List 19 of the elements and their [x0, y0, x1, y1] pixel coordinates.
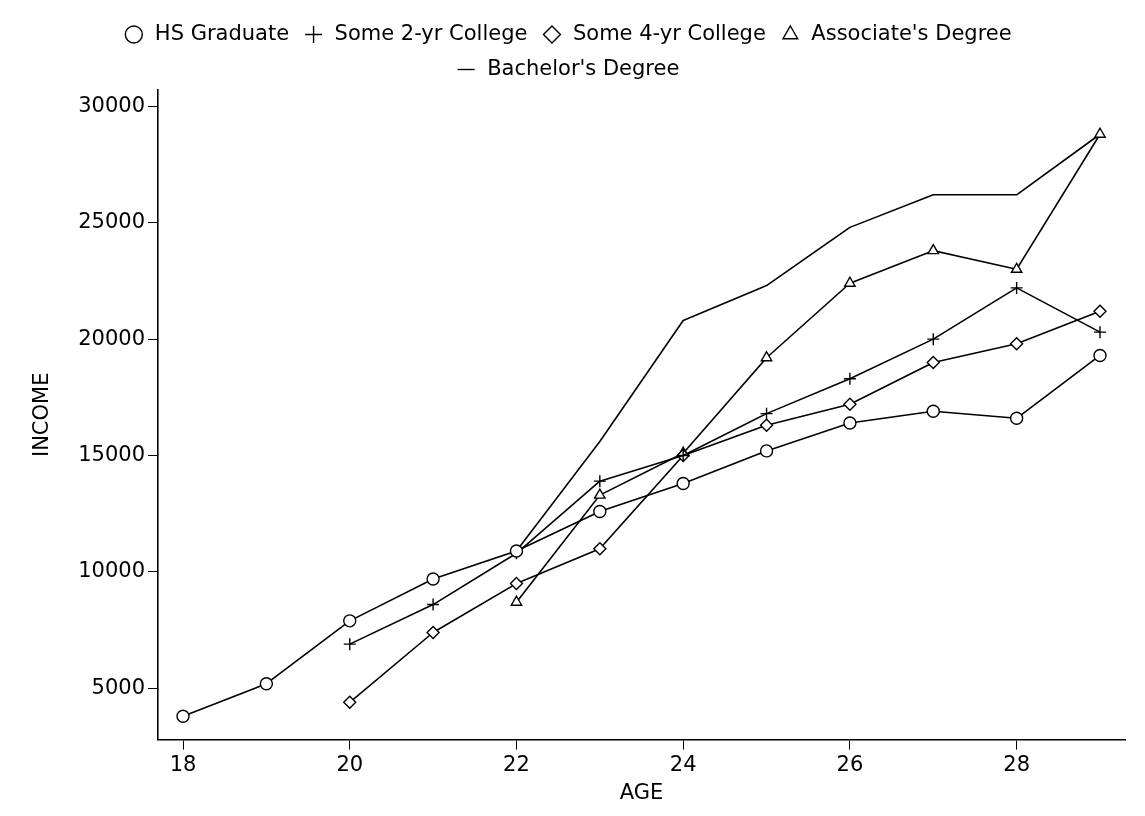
x-tick-label: 18 [169, 751, 197, 776]
x-tick-label: 26 [836, 751, 864, 776]
y-tick-label: 5000 [91, 674, 145, 699]
x-tick-label: 20 [336, 751, 364, 776]
y-tick-label: 25000 [78, 209, 145, 234]
x-tick-label: 28 [1003, 751, 1030, 776]
x-tick-label: 22 [503, 751, 530, 776]
y-tick-label: 15000 [78, 442, 145, 466]
legend-label: HS Graduate [154, 20, 290, 45]
legend-label: Some 2-yr College [334, 20, 528, 45]
y-tick-label: 20000 [78, 325, 145, 350]
x-tick-label: 24 [669, 751, 697, 776]
y-axis-title: INCOME [29, 372, 54, 458]
legend-label: Associate's Degree [811, 20, 1012, 45]
legend-label: Bachelor's Degree [487, 55, 680, 80]
x-axis-title: AGE [619, 779, 664, 804]
y-tick-label: 10000 [78, 558, 145, 583]
legend-label: Some 4-yr College [572, 20, 766, 45]
y-tick-label: 30000 [78, 92, 145, 117]
